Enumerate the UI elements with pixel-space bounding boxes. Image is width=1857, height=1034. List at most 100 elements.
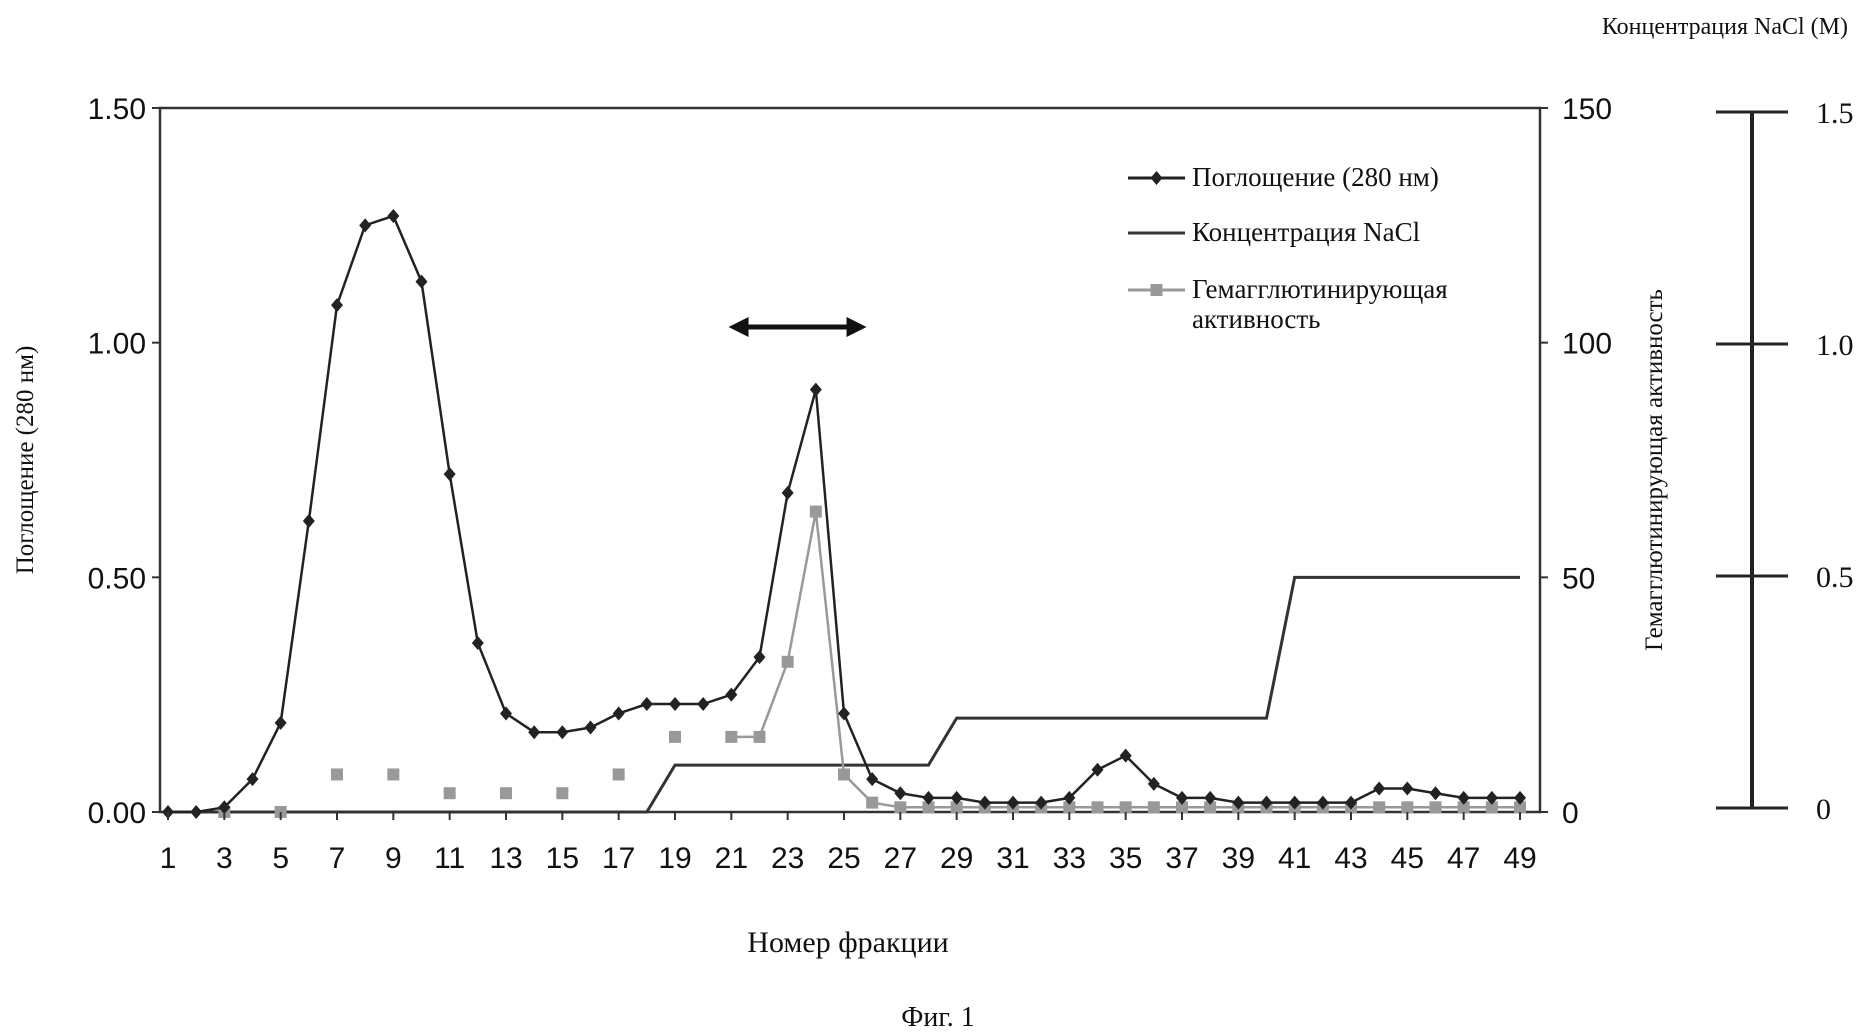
y-left-tick-label: 1.50	[88, 93, 146, 126]
activity-point	[950, 801, 963, 814]
activity-point	[866, 796, 879, 809]
absorbance-point	[500, 706, 512, 721]
nacl-scale-tick-label: 1.5	[1816, 97, 1854, 130]
absorbance-point	[359, 218, 372, 233]
y-right-tick-label: 50	[1562, 562, 1595, 595]
activity-point	[922, 801, 935, 814]
activity-point	[669, 730, 681, 743]
nacl-scale-tick-label: 0.5	[1816, 561, 1854, 594]
x-tick-label: 33	[1053, 842, 1086, 875]
legend-marker-activity	[1150, 284, 1163, 296]
x-tick-label: 27	[884, 842, 917, 875]
absorbance-point	[950, 790, 963, 805]
absorbance-point	[1401, 781, 1414, 796]
absorbance-point	[1035, 795, 1048, 810]
x-tick-label: 35	[1109, 842, 1142, 875]
nacl-series-line	[168, 575, 1520, 814]
x-tick-label: 31	[996, 842, 1029, 875]
y-left-tick-label: 0.50	[88, 562, 146, 595]
absorbance-point	[302, 514, 315, 529]
activity-point	[1147, 801, 1160, 814]
absorbance-point	[1063, 790, 1076, 805]
x-tick-label: 29	[940, 842, 973, 875]
absorbance-point	[697, 697, 710, 712]
absorbance-point	[387, 208, 400, 223]
x-tick-label: 25	[827, 842, 860, 875]
absorbance-point	[1316, 795, 1329, 810]
x-tick-label: 41	[1278, 842, 1311, 875]
absorbance-point	[922, 790, 935, 805]
x-tick-label: 11	[434, 842, 465, 875]
absorbance-point	[471, 636, 484, 651]
legend-label-activity: Гемагглютинирующая	[1192, 274, 1448, 304]
activity-point	[1485, 801, 1498, 814]
figure-caption: Фиг. 1	[901, 1002, 974, 1033]
x-tick-label: 37	[1165, 842, 1198, 875]
x-tick-label: 19	[658, 842, 691, 875]
absorbance-point	[218, 800, 231, 815]
x-tick-label: 49	[1503, 842, 1536, 875]
activity-point	[331, 768, 343, 781]
absorbance-point	[1345, 795, 1357, 810]
activity-point	[838, 768, 850, 781]
absorbance-point	[1232, 795, 1245, 810]
absorbance-point	[1176, 790, 1188, 805]
legend-label-activity-line2: активность	[1192, 304, 1320, 334]
absorbance-point	[1260, 795, 1273, 810]
absorbance-point	[1373, 781, 1386, 796]
y-right-tick-label: 0	[1562, 797, 1579, 830]
activity-point	[1373, 801, 1386, 814]
absorbance-point	[584, 720, 597, 735]
legend-label-nacl: Концентрация NaCl	[1192, 217, 1420, 247]
absorbance-point	[809, 382, 822, 397]
y-right-axis-label: Гемагглютинирующая активность	[1641, 289, 1668, 651]
absorbance-point	[190, 805, 203, 819]
absorbance-point	[753, 650, 766, 665]
activity-point	[894, 801, 907, 814]
activity-point	[1091, 801, 1104, 814]
absorbance-point	[640, 697, 653, 712]
x-tick-label: 5	[272, 842, 289, 875]
x-tick-label: 23	[771, 842, 804, 875]
absorbance-point	[528, 725, 541, 740]
activity-point	[1063, 801, 1076, 814]
x-tick-label: 21	[715, 842, 748, 875]
absorbance-point	[1204, 790, 1217, 805]
x-tick-label: 15	[546, 842, 579, 875]
x-tick-label: 39	[1222, 842, 1255, 875]
x-tick-label: 7	[329, 842, 346, 875]
absorbance-point	[246, 772, 259, 787]
x-tick-label: 3	[216, 842, 233, 875]
activity-point	[1401, 801, 1414, 814]
activity-point	[1429, 801, 1442, 814]
absorbance-point	[415, 274, 428, 289]
absorbance-point	[1147, 776, 1160, 791]
absorbance-point	[612, 706, 625, 721]
absorbance-point	[1485, 790, 1498, 805]
x-tick-label: 17	[602, 842, 635, 875]
arrowhead-right	[846, 317, 867, 337]
absorbance-point	[725, 687, 738, 702]
arrowhead-left	[728, 317, 749, 337]
absorbance-point	[1457, 790, 1470, 805]
x-tick-label: 13	[489, 842, 522, 875]
activity-point	[612, 768, 625, 781]
absorbance-point	[443, 467, 456, 482]
absorbance-point	[669, 697, 681, 712]
y-left-tick-label: 0.00	[88, 797, 146, 830]
activity-series-line	[731, 511, 1520, 809]
x-axis-label: Номер фракции	[747, 926, 948, 959]
activity-point	[809, 505, 822, 518]
activity-point	[725, 730, 738, 743]
activity-point	[443, 787, 456, 800]
absorbance-point	[331, 298, 343, 313]
y-right-tick-label: 100	[1562, 328, 1612, 361]
activity-point	[1204, 801, 1217, 814]
legend-marker-absorbance	[1150, 171, 1163, 185]
absorbance-point	[1119, 748, 1132, 763]
absorbance-point	[978, 795, 991, 810]
y-right-tick-label: 150	[1562, 93, 1612, 126]
nacl-scale-tick-label: 0	[1816, 793, 1831, 826]
x-tick-label: 45	[1391, 842, 1424, 875]
